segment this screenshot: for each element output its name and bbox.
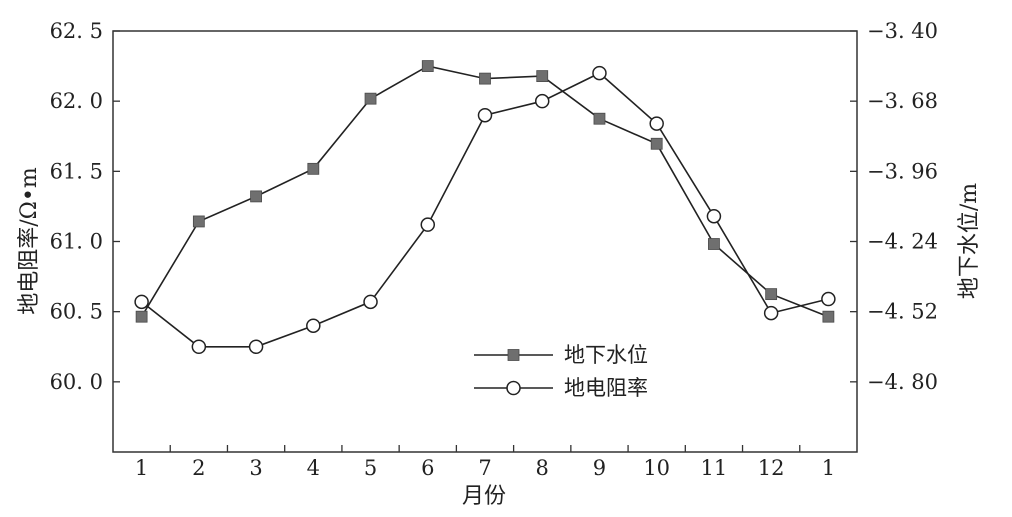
square-marker [536, 70, 549, 83]
square-marker [192, 215, 205, 228]
square-marker [593, 112, 606, 125]
circle-marker [649, 116, 664, 131]
x-tick-label: 3 [249, 456, 262, 480]
x-tick-label: 5 [364, 456, 377, 480]
x-axis: 1 2 3 4 5 6 7 8 9 10 11 12 1 [135, 445, 835, 480]
left-tick-label: 62. 0 [50, 89, 103, 113]
circle-marker [306, 318, 321, 333]
left-tick-label: 62. 5 [50, 19, 103, 43]
right-axis: −4. 80 −4. 52 −4. 24 −3. 96 −3. 68 −3. 40 [850, 19, 938, 394]
circle-marker [821, 291, 836, 307]
circle-marker [363, 294, 378, 310]
right-tick-label: −4. 80 [867, 370, 938, 394]
x-tick-label: 1 [135, 456, 148, 480]
x-tick-label: 1 [822, 456, 835, 480]
square-marker [765, 288, 778, 301]
square-marker [708, 238, 720, 250]
x-tick-label: 9 [593, 456, 606, 480]
left-axis: 60. 0 60. 5 61. 0 61. 5 62. 0 62. 5 [50, 19, 120, 394]
left-tick-label: 61. 0 [50, 230, 103, 254]
square-marker [307, 162, 320, 175]
square-marker [364, 92, 377, 105]
legend-label: 地电阻率 [564, 376, 648, 400]
legend-circle-marker [506, 380, 521, 396]
left-tick-label: 60. 0 [50, 370, 103, 394]
square-marker [822, 310, 835, 323]
legend-label: 地下水位 [564, 343, 648, 367]
x-tick-label: 6 [421, 456, 434, 480]
square-marker [479, 72, 491, 85]
square-marker [650, 137, 663, 150]
x-tick-label: 12 [758, 456, 785, 480]
circle-marker [592, 65, 607, 81]
series-layer [134, 60, 836, 354]
circle-marker [420, 217, 436, 232]
circle-marker [248, 339, 264, 354]
circle-marker [134, 294, 149, 310]
square-marker [421, 60, 434, 72]
x-tick-label: 11 [701, 456, 728, 480]
series-line-square [140, 65, 829, 318]
circle-marker [477, 107, 493, 123]
left-tick-label: 60. 5 [50, 300, 103, 324]
x-axis-title: 月份 [462, 484, 506, 509]
circle-marker [706, 208, 722, 224]
left-tick-label: 61. 5 [50, 159, 103, 183]
circle-marker [763, 305, 779, 321]
left-axis-title: 地电阻率/Ω•m [17, 167, 42, 315]
square-marker [250, 190, 262, 203]
x-tick-label: 8 [536, 456, 549, 480]
square-marker [135, 310, 148, 323]
circle-marker [191, 339, 207, 354]
plot-frame [112, 30, 858, 453]
legend-square-marker [507, 349, 520, 361]
x-tick-label: 2 [192, 456, 205, 480]
circle-marker [534, 93, 550, 109]
right-tick-label: −3. 68 [867, 89, 938, 113]
x-tick-label: 4 [307, 456, 320, 480]
x-tick-label: 7 [478, 456, 491, 480]
x-tick-label: 10 [643, 456, 670, 480]
right-axis-title: 地下水位/m [957, 183, 982, 299]
right-tick-label: −4. 24 [867, 230, 938, 254]
right-tick-label: −4. 52 [867, 300, 938, 324]
right-tick-label: −3. 96 [867, 159, 938, 183]
right-tick-label: −3. 40 [867, 19, 938, 43]
